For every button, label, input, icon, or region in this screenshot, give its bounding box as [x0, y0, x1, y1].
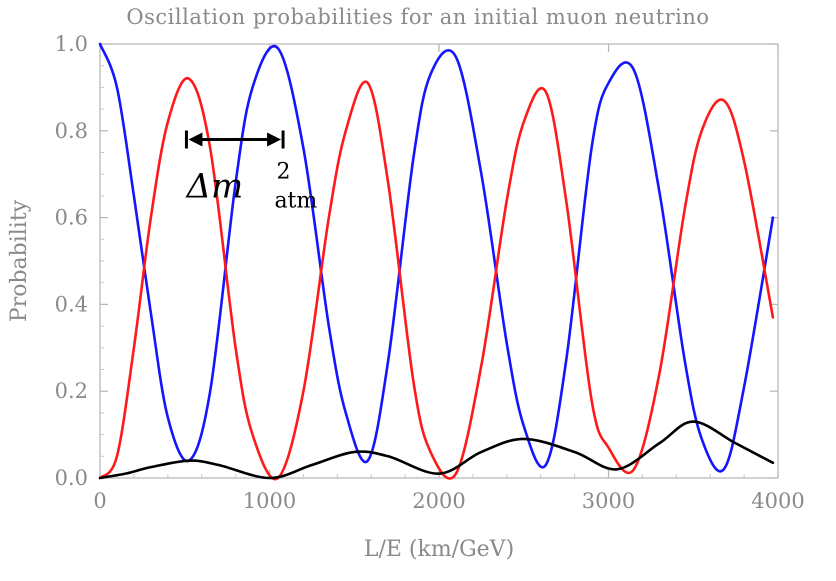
x-tick-label: 0	[93, 489, 106, 513]
x-tick-label: 2000	[412, 489, 465, 513]
blue-series-line	[98, 42, 775, 473]
annotation-subscript: atm	[274, 188, 317, 213]
annotation-label: Δm	[184, 166, 243, 206]
axis-tick-labels: 0 1000 2000 3000 4000 0.0 0.2 0.4 0.6 0.8 1.0	[55, 32, 805, 513]
annotation-superscript: 2	[276, 159, 290, 184]
y-tick-label: 0.6	[55, 206, 88, 230]
black-series-line	[98, 420, 775, 480]
y-tick-label: 0.4	[55, 292, 88, 316]
y-tick-label: 0.2	[55, 379, 88, 403]
x-tick-label: 4000	[751, 489, 804, 513]
y-tick-label: 0.0	[55, 466, 88, 490]
y-axis-label: Probability	[7, 199, 32, 322]
annotation-symbol: Δm	[184, 166, 243, 206]
axis-ticks	[99, 43, 779, 479]
delta-m-annotation: Δm 2 atm	[184, 130, 317, 213]
y-tick-label: 1.0	[55, 32, 88, 56]
y-tick-label: 0.8	[55, 119, 88, 143]
x-tick-label: 3000	[582, 489, 635, 513]
red-series-line	[98, 77, 775, 481]
x-axis-label: L/E (km/GeV)	[364, 537, 514, 562]
series-lines	[98, 42, 775, 481]
annotation-right-arrowhead	[267, 132, 282, 147]
x-tick-label: 1000	[243, 489, 296, 513]
annotation-left-arrowhead	[188, 132, 203, 147]
chart-title: Oscillation probabilities for an initial…	[126, 5, 709, 29]
